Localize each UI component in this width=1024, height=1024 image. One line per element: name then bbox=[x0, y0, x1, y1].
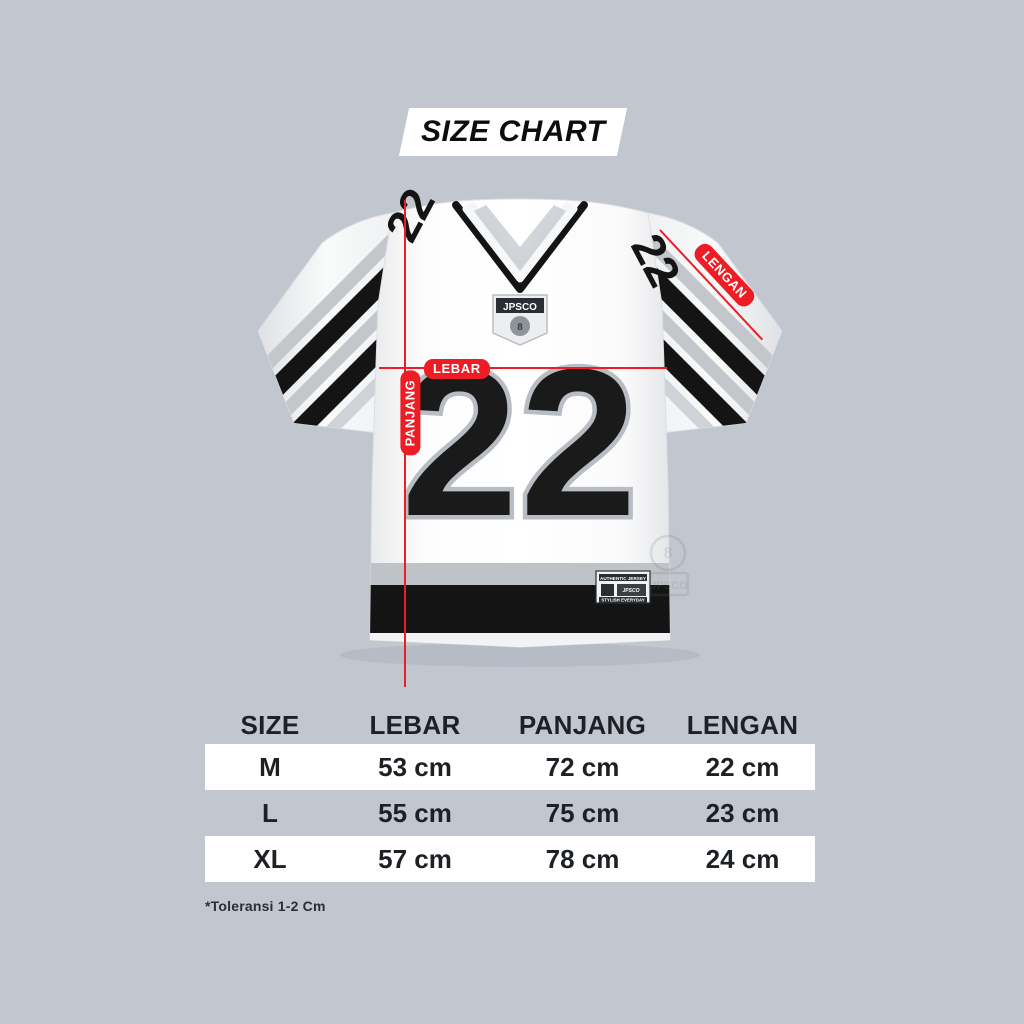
column-header-size: SIZE bbox=[240, 709, 300, 740]
svg-text:JPSCO: JPSCO bbox=[503, 302, 537, 313]
cell-lebar: 57 cm bbox=[378, 843, 452, 874]
cell-lebar: 55 cm bbox=[378, 797, 452, 828]
table-header-row: SIZE LEBAR PANJANG LENGAN bbox=[205, 706, 815, 744]
cell-size: XL bbox=[253, 843, 287, 874]
cell-lengan: 24 cm bbox=[705, 843, 780, 874]
front-number: 22 bbox=[397, 321, 642, 565]
svg-text:8: 8 bbox=[664, 543, 673, 562]
jersey-shadow bbox=[340, 643, 700, 667]
hem-tag: AUTHENTIC JERSEY JPSCO STYLISH EVERYDAY bbox=[595, 570, 651, 604]
svg-text:8: 8 bbox=[517, 321, 523, 333]
svg-text:JPSCO: JPSCO bbox=[623, 588, 640, 594]
cell-size: M bbox=[259, 751, 281, 782]
jersey-graphic: 22 22 JPSCO 8 22 AUTHE bbox=[257, 185, 783, 667]
collar bbox=[452, 201, 588, 293]
table-row: L 55 cm 75 cm 23 cm bbox=[205, 790, 815, 836]
chest-badge-jpsco: JPSCO 8 bbox=[492, 294, 548, 346]
table-row: M 53 cm 72 cm 22 cm bbox=[205, 744, 815, 790]
cell-size: L bbox=[262, 797, 278, 828]
cell-lengan: 23 cm bbox=[705, 797, 780, 828]
jersey-illustration: 22 22 JPSCO 8 22 AUTHE bbox=[250, 185, 790, 685]
column-header-panjang: PANJANG bbox=[518, 709, 647, 740]
cell-panjang: 72 cm bbox=[545, 751, 620, 782]
cell-panjang: 75 cm bbox=[545, 797, 620, 828]
cell-lebar: 53 cm bbox=[378, 751, 452, 782]
column-header-lebar: LEBAR bbox=[369, 709, 461, 740]
page-title: SIZE CHART bbox=[420, 115, 606, 148]
cell-lengan: 22 cm bbox=[705, 751, 780, 782]
svg-text:JPSCO: JPSCO bbox=[650, 580, 688, 592]
tolerance-note: *Toleransi 1-2 Cm bbox=[205, 898, 326, 914]
watermark-emblem: 8 JPSCO bbox=[648, 534, 690, 597]
jersey-body: 22 22 JPSCO 8 22 AUTHE bbox=[369, 185, 691, 648]
svg-text:AUTHENTIC JERSEY: AUTHENTIC JERSEY bbox=[600, 576, 646, 581]
size-table: SIZE LEBAR PANJANG LENGAN M 53 cm 72 cm … bbox=[205, 706, 815, 882]
svg-text:STYLISH EVERYDAY: STYLISH EVERYDAY bbox=[601, 598, 644, 603]
page-title-banner: SIZE CHART bbox=[398, 108, 628, 156]
table-row: XL 57 cm 78 cm 24 cm bbox=[205, 836, 815, 882]
column-header-lengan: LENGAN bbox=[686, 709, 799, 740]
svg-text:22: 22 bbox=[401, 325, 639, 560]
cell-panjang: 78 cm bbox=[545, 843, 620, 874]
